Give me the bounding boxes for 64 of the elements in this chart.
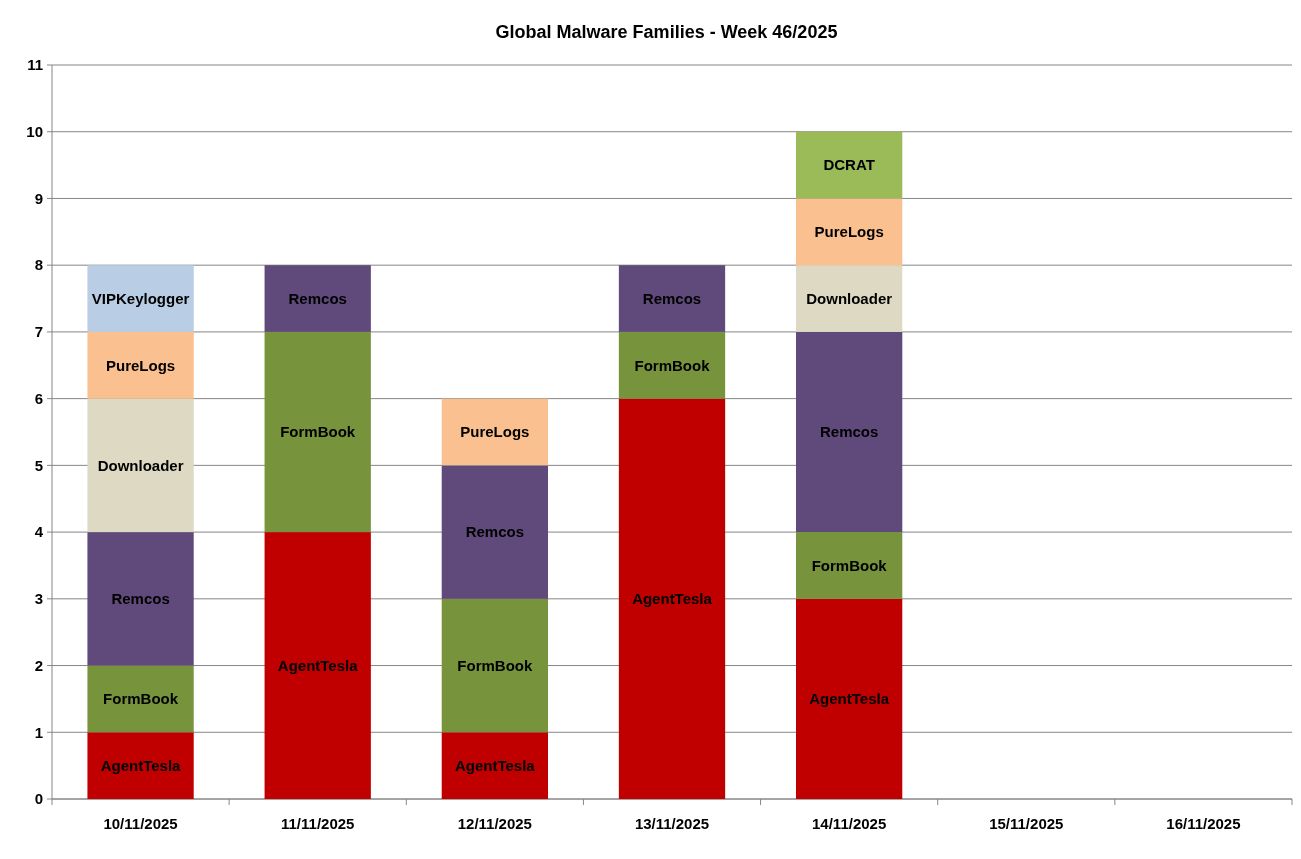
bar (441, 598, 548, 733)
text: Remcos (465, 523, 525, 541)
y-tick-label: 7 (34, 323, 43, 341)
text: AgentTesla (454, 756, 535, 774)
y-tick-label: 2 (34, 656, 43, 674)
y-tick-label: 10 (26, 122, 43, 140)
y-tick-label: 1 (34, 723, 43, 741)
bar (796, 532, 903, 599)
bar (618, 398, 726, 799)
y-tick-label: 4 (34, 523, 44, 541)
series-label: PureLogs (105, 356, 176, 374)
bar (796, 598, 903, 799)
x-tick-label: 10/11/2025 (103, 815, 178, 832)
text: FormBook (280, 423, 356, 441)
series-label: AgentTesla (632, 590, 713, 608)
series-label: DCRAT (823, 156, 875, 174)
bar (87, 732, 194, 799)
chart-title: Global Malware Families - Week 46/2025 (495, 22, 838, 42)
bar (618, 331, 726, 399)
bar (796, 131, 903, 199)
text: Downloader (806, 289, 893, 307)
y-tick-label: 9 (34, 189, 43, 207)
text: AgentTesla (277, 656, 358, 674)
bar (87, 331, 194, 399)
text: FormBook (811, 556, 887, 574)
text: FormBook (457, 656, 533, 674)
bar (796, 331, 903, 533)
x-tick-label: 11/11/2025 (281, 815, 355, 832)
text: AgentTesla (809, 690, 890, 708)
text: PureLogs (460, 423, 530, 441)
text: AgentTesla (100, 756, 181, 774)
text: PureLogs (814, 223, 884, 241)
y-tick-label: 3 (34, 590, 43, 608)
bar (796, 265, 903, 332)
bar (87, 532, 194, 666)
bar (87, 665, 194, 733)
series-label: Downloader (97, 456, 184, 474)
x-tick-label: 16/11/2025 (1166, 815, 1241, 832)
y-tick-label: 6 (34, 389, 43, 407)
bar (618, 265, 726, 332)
bar (264, 265, 371, 332)
bar (441, 732, 548, 799)
y-tick-label: 8 (34, 256, 43, 274)
text: Remcos (111, 590, 170, 608)
x-tick-label: 13/11/2025 (634, 815, 710, 832)
text: FormBook (634, 356, 710, 374)
series-label: Remcos (288, 289, 347, 307)
bar (264, 331, 371, 533)
y-tick-label: 11 (27, 56, 43, 74)
series-label: VIPKeylogger (91, 289, 190, 307)
y-tick-label: 0 (34, 790, 43, 808)
bar (87, 398, 194, 533)
bar (441, 465, 548, 599)
bar (264, 532, 371, 799)
y-tick-label: 5 (34, 456, 43, 474)
text: Remcos (642, 289, 702, 307)
bar (441, 398, 548, 466)
text: Remcos (819, 423, 879, 441)
x-tick-label: 14/11/2025 (812, 815, 887, 832)
x-tick-label: 12/11/2025 (457, 815, 532, 832)
series-label: FormBook (103, 690, 179, 708)
bar (796, 198, 903, 266)
x-tick-label: 15/11/2025 (989, 815, 1064, 832)
bar (87, 265, 194, 332)
